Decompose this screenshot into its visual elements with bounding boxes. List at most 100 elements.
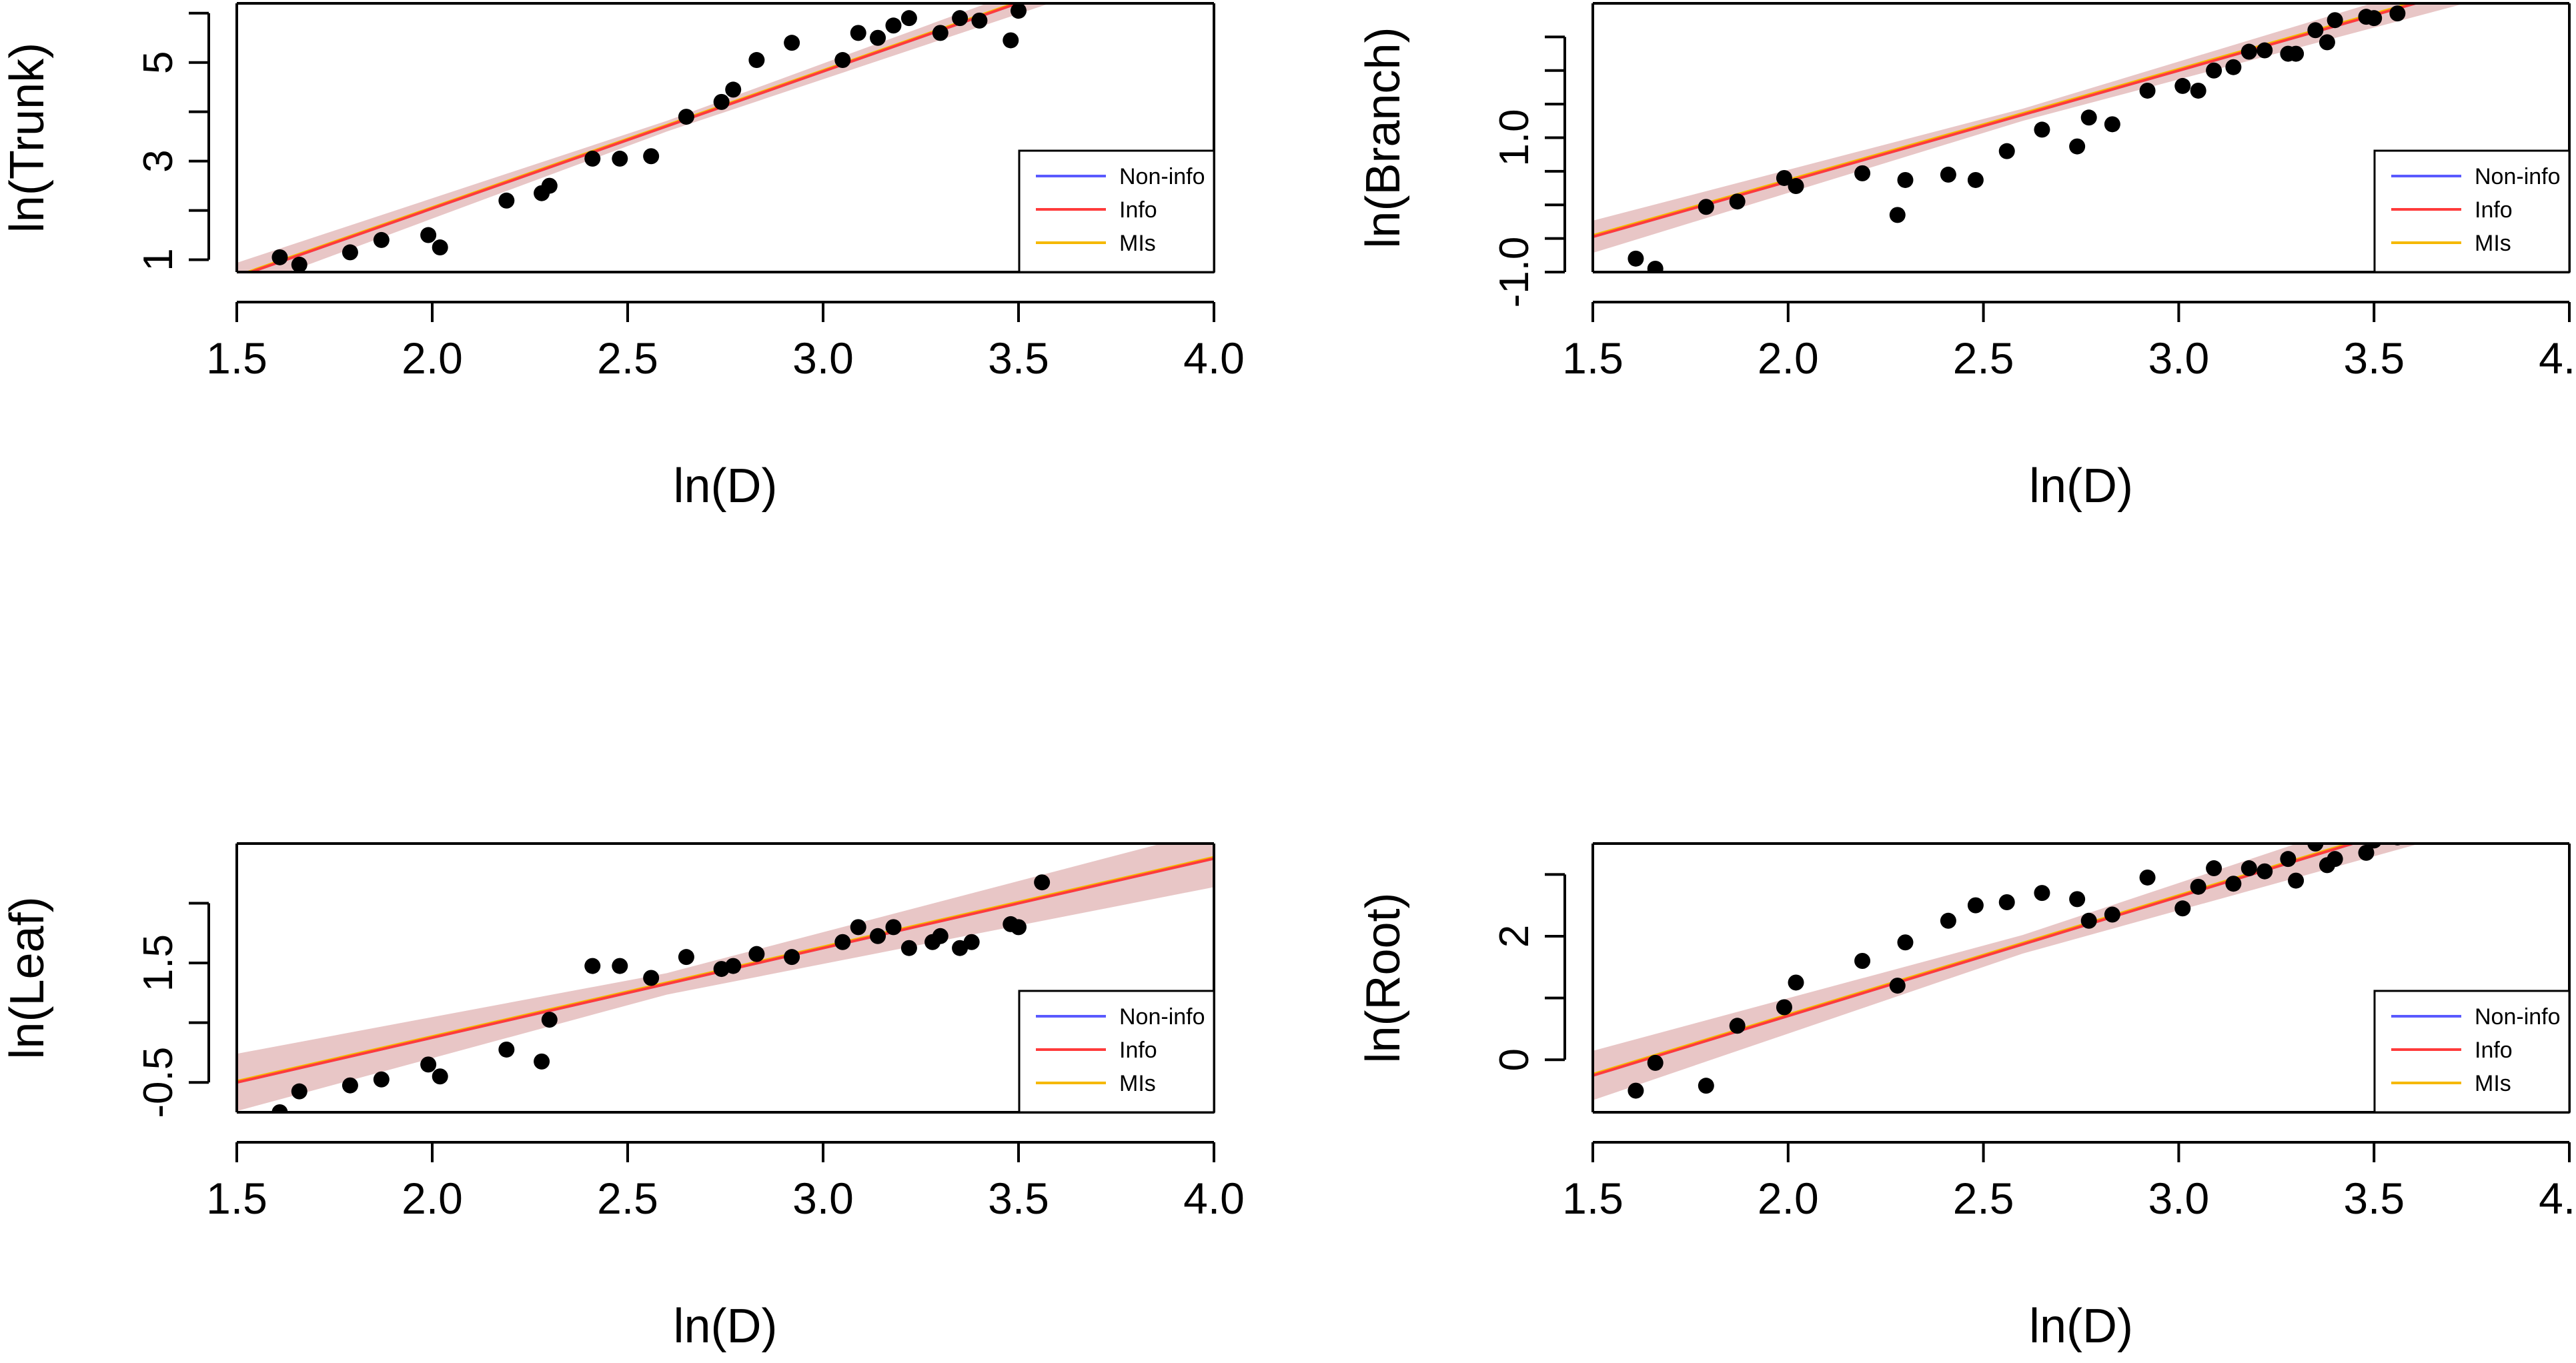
data-point xyxy=(1889,207,1906,223)
legend-label: MIs xyxy=(2475,231,2511,256)
data-point xyxy=(2367,844,2382,849)
data-point xyxy=(2139,82,2156,99)
data-point xyxy=(2389,5,2406,22)
x-tick-label: 2.5 xyxy=(1953,1174,2014,1223)
data-point xyxy=(271,249,288,265)
data-point xyxy=(373,1071,390,1088)
legend-box xyxy=(2373,990,2571,1114)
data-point xyxy=(534,1053,550,1070)
x-tick-label: 2.0 xyxy=(1758,1174,1819,1223)
data-point xyxy=(498,192,515,209)
legend-box xyxy=(1018,990,1215,1114)
legend-label: Non-info xyxy=(1119,1004,1205,1030)
data-point xyxy=(2327,12,2343,29)
data-point xyxy=(584,150,601,167)
legend-label: MIs xyxy=(1119,1071,1156,1096)
y-axis-label: ln(Trunk) xyxy=(1,43,54,233)
legend-label: Info xyxy=(1119,1038,1157,1063)
data-point xyxy=(2190,82,2206,99)
data-point xyxy=(342,244,358,261)
data-point xyxy=(2319,34,2335,51)
x-tick-label: 4.0 xyxy=(2539,1174,2576,1223)
data-point xyxy=(870,29,886,46)
data-point xyxy=(932,25,948,41)
y-tick-label: 1.5 xyxy=(135,934,181,992)
y-tick-label: -1.0 xyxy=(1491,237,1537,308)
x-tick-label: 1.5 xyxy=(1562,1174,1624,1223)
x-tick-label: 3.5 xyxy=(988,333,1049,383)
x-tick-label: 3.5 xyxy=(2343,333,2405,383)
data-point xyxy=(432,239,448,256)
data-point xyxy=(2225,59,2242,75)
y-axis-label: ln(Root) xyxy=(1357,892,1410,1063)
data-point xyxy=(870,928,886,944)
data-point xyxy=(1854,953,1871,970)
data-point xyxy=(2240,43,2257,60)
data-point xyxy=(2280,851,2297,868)
data-point xyxy=(2358,844,2375,861)
y-axis-label: ln(Branch) xyxy=(1357,27,1410,248)
data-point xyxy=(1776,999,1792,1016)
data-point xyxy=(584,958,601,974)
legend-branch: Non-info Info MIs xyxy=(2373,149,2571,273)
x-tick-label: 3.0 xyxy=(2148,333,2210,383)
data-point xyxy=(1628,250,1644,267)
data-point xyxy=(963,934,980,950)
data-point xyxy=(420,1056,437,1073)
data-point xyxy=(1788,974,1804,991)
data-point xyxy=(373,231,390,248)
data-point xyxy=(784,949,800,966)
data-point xyxy=(2104,906,2120,923)
y-tick-label: 5 xyxy=(135,51,181,73)
plot-area-leaf xyxy=(237,844,1214,1112)
data-point xyxy=(2104,116,2120,133)
x-tick-label: 3.0 xyxy=(792,333,854,383)
panel-branch: 1.5 2.0 2.5 3.0 3.5 4.0 -1.0 1.0 ln(D) ln(Branch)… xyxy=(1357,2,2576,513)
data-point xyxy=(271,1104,288,1112)
x-tick-label: 2.5 xyxy=(1953,333,2014,383)
data-point xyxy=(900,940,917,956)
legend-label: MIs xyxy=(1119,231,1156,256)
data-point xyxy=(952,10,969,27)
data-point xyxy=(1889,978,1906,994)
data-point xyxy=(291,256,307,272)
data-point xyxy=(1698,1078,1714,1094)
data-point xyxy=(2174,77,2191,94)
legend-root: Non-info Info MIs xyxy=(2373,990,2571,1114)
data-point xyxy=(2080,109,2097,126)
data-point xyxy=(1788,178,1804,195)
data-point xyxy=(834,52,851,69)
x-tick-label: 2.0 xyxy=(402,1174,463,1223)
data-point xyxy=(1003,32,1019,49)
x-tick-label: 4.0 xyxy=(1183,333,1245,383)
data-point xyxy=(1647,260,1664,272)
data-point xyxy=(850,25,866,41)
data-point xyxy=(2257,42,2273,59)
legend-box xyxy=(2373,149,2571,273)
data-point xyxy=(2174,900,2191,917)
data-point xyxy=(643,970,660,986)
legend-box xyxy=(1018,149,1215,273)
panel-root: 1.5 2.0 2.5 3.0 3.5 4.0 0 2 ln(D) ln(Root) Non-inf… xyxy=(1357,842,2576,1353)
data-point xyxy=(2206,860,2222,877)
x-tick-label: 1.5 xyxy=(206,333,267,383)
legend-label: Info xyxy=(1119,197,1157,223)
data-point xyxy=(1940,912,1956,929)
data-point xyxy=(1897,934,1914,951)
x-axis-label: ln(D) xyxy=(2029,459,2133,513)
legend-leaf: Non-info Info MIs xyxy=(1018,990,1215,1114)
y-axis-label: ln(Leaf) xyxy=(1,896,54,1059)
data-point xyxy=(1034,874,1051,891)
x-axis-label: ln(D) xyxy=(674,1300,778,1353)
data-point xyxy=(932,928,948,944)
data-point xyxy=(498,1041,515,1058)
data-point xyxy=(850,919,866,936)
data-point xyxy=(885,17,902,34)
data-point xyxy=(971,12,988,29)
data-point xyxy=(2069,138,2086,155)
data-point xyxy=(1011,919,1027,936)
legend-label: MIs xyxy=(2475,1071,2511,1096)
x-tick-label: 2.0 xyxy=(1758,333,1819,383)
data-point xyxy=(2307,844,2324,852)
